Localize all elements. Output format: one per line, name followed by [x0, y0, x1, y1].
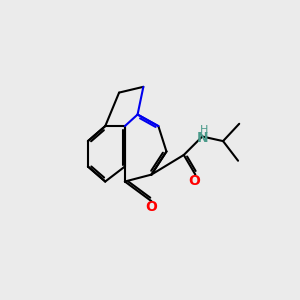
Text: O: O: [188, 174, 200, 188]
Text: O: O: [146, 200, 158, 214]
Text: H: H: [200, 125, 208, 135]
Text: N: N: [197, 130, 208, 145]
